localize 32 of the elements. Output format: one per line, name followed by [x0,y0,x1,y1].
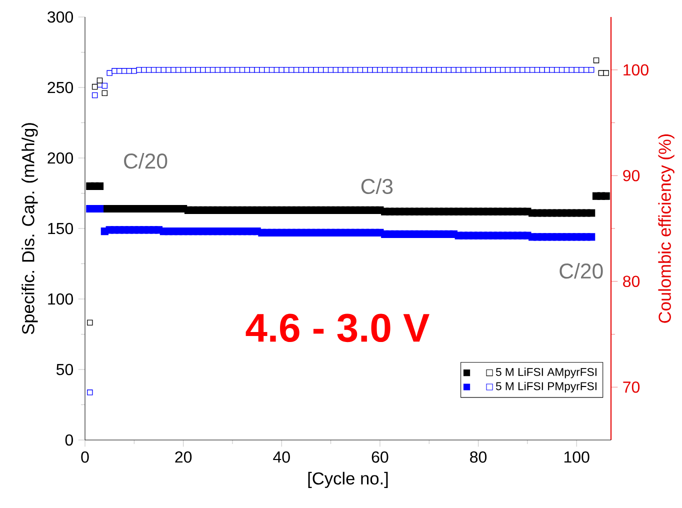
x-tick-label: 60 [372,451,388,463]
annotation: 4.6 - 3.0 V [246,314,430,342]
y2-tick-label: 80 [623,276,640,288]
y-tick-label: 300 [48,11,73,23]
x-tick-label: 20 [175,451,192,463]
x-tick-label: 80 [470,451,487,463]
point [593,57,600,64]
x-axis-title: [Cycle no.] [308,472,388,488]
point [96,78,103,84]
y2-tick-label: 100 [624,64,648,76]
y-tick-label: 100 [48,293,73,305]
y-tick-label: 0 [65,434,74,446]
point [102,90,108,96]
x-tick-label: 100 [564,451,590,463]
point [92,84,98,90]
annotation: C/3 [361,178,393,194]
annotation: C/20 [560,262,603,279]
y-tick-label: 150 [48,222,73,234]
point [603,70,609,76]
y2-tick-label: 90 [623,170,640,182]
legend-label: 5 M LiFSI PMpyrFSI [496,382,596,392]
y-tick-label: 50 [56,364,74,376]
y-tick-label: 250 [48,82,73,94]
y2-tick-label: 70 [623,381,640,393]
y-axis-title: Specific. Dis. Cap. (mAh/g) [22,123,38,334]
y2-axis-title: Coulombic efficiency (%) [658,134,674,323]
x-tick-label: 40 [273,451,290,463]
y-tick-label: 200 [48,152,73,164]
point [87,320,93,326]
x-tick-label: 0 [81,451,89,463]
annotation: C/20 [124,152,168,169]
legend-label: 5 M LiFSI AMpyrFSI [496,368,596,378]
